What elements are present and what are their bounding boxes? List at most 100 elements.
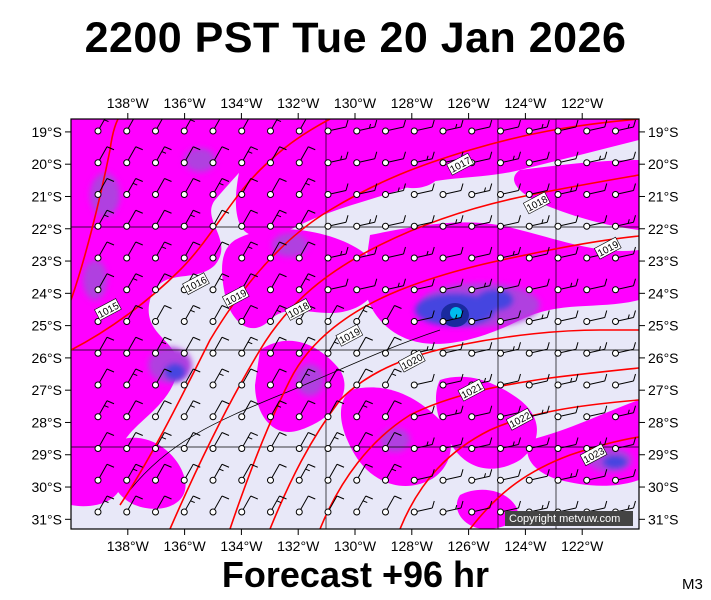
lon-tick-label-top: 122°W [561,95,604,111]
lat-tick-label-right: 22°S [648,221,679,237]
wind-barb [123,209,143,230]
station-circle [410,508,418,516]
station-circle [209,222,217,230]
station-circle [554,191,562,198]
barb-half-flag [598,155,602,161]
wind-barb [525,342,550,357]
wind-barb [209,368,230,389]
barb-flag [193,209,201,214]
barb-flag [193,368,201,373]
station-circle [324,191,332,198]
lat-tick-label-right: 21°S [648,188,679,204]
barb-flag [193,463,201,468]
precip-core-west [90,173,120,217]
barb-flag [345,215,349,223]
wind-barb [152,273,172,294]
barb-flag [279,400,287,405]
station-circle [180,222,188,230]
wind-barb [180,241,201,262]
wind-barb [267,241,287,262]
barb-flag [633,278,636,286]
station-circle [123,254,131,262]
barb-half-flag [627,409,630,415]
wind-barb [295,336,316,357]
barb-half-flag [391,373,397,377]
barb-flag [135,400,143,405]
wind-barb [497,183,521,198]
barb-flag [164,400,172,405]
wind-barb [123,146,143,167]
wind-barb [94,273,115,294]
wind-barb [123,273,143,294]
station-circle [410,222,418,230]
station-circle [439,254,447,262]
barb-flag [106,463,115,468]
station-circle [439,508,447,516]
station-circle [152,349,159,357]
barb-flag [633,500,636,509]
barb-flag [604,119,608,128]
barb-half-flag [190,500,195,504]
wind-barb [180,305,201,325]
barb-half-flag [305,468,310,472]
barb-flag [489,278,493,286]
wind-barb [295,400,316,421]
barb-flag [431,215,435,223]
station-circle [324,445,332,452]
station-circle [612,254,619,262]
barb-half-flag [276,500,282,504]
lat-tick-label-right: 23°S [648,253,679,269]
wind-barb [612,183,636,198]
station-circle [209,413,217,421]
barb-flag [575,405,579,413]
wind-barb [497,246,521,262]
station-circle [94,222,102,230]
barb-flag [403,119,406,128]
barb-flag [546,183,550,191]
station-circle [152,445,159,452]
station-circle [353,222,361,230]
station-circle [209,286,217,294]
isobar-label-box [94,298,122,321]
barb-flag [489,342,493,350]
wind-barb [525,310,550,325]
wind-barb [439,246,464,262]
station-circle [410,127,418,135]
station-circle [353,127,361,135]
barb-flag [106,336,115,341]
wind-barb [554,151,579,167]
wind-barb [353,151,378,167]
barb-flag [633,246,636,255]
barb-flag [336,495,345,500]
station-circle [238,381,246,389]
station-circle [353,318,361,325]
barb-flag [546,342,550,350]
barb-flag [374,278,378,286]
wind-barb [295,463,316,484]
barb-flag [279,336,287,341]
station-circle [324,349,332,357]
barb-half-flag [132,278,138,281]
barb-flag [633,310,636,318]
station-circle [94,127,102,135]
station-circle [468,191,476,198]
barb-flag [308,368,316,373]
station-circle [180,159,188,167]
barb-half-flag [362,309,368,313]
wind-barb [152,336,172,357]
barb-flag [518,500,521,509]
barb-flag [135,273,143,278]
lat-tick-label-left: 28°S [31,414,62,430]
station-circle [324,159,332,167]
barb-flag [250,432,258,436]
barb-flag [374,215,378,223]
wind-barb [152,463,172,484]
wind-barb [123,241,143,262]
wind-barb [152,432,172,452]
barb-half-flag [627,314,630,319]
wind-barb [410,246,435,262]
barb-flag [489,405,493,413]
station-circle [410,254,418,262]
station-circle [267,222,274,230]
